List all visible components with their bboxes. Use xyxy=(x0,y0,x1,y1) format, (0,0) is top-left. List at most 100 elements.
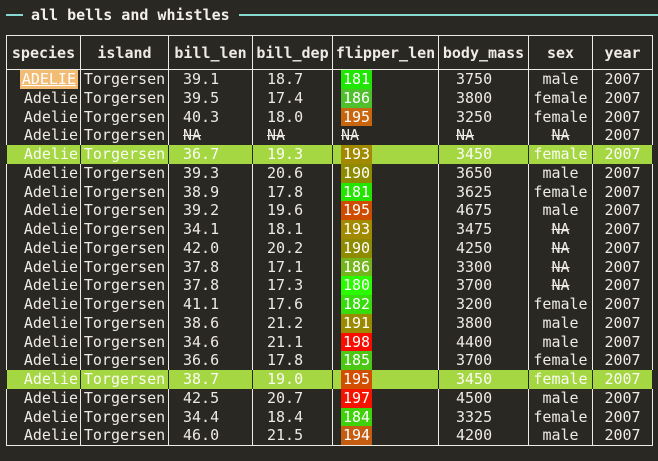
cell-value: 39.2 xyxy=(183,201,220,220)
flipper-len-color-chip: 195 xyxy=(341,370,373,389)
data-table: species island bill_len bill_dep flipper… xyxy=(6,35,653,446)
cell-year: 2007 xyxy=(592,126,653,145)
cell-value: Adelie xyxy=(23,388,78,407)
table-row: Adelie Torgersen 39.5 17.4 186 3800 female 2007 xyxy=(6,88,653,108)
cell-species: Adelie xyxy=(6,88,81,108)
cell-island: Torgersen xyxy=(80,126,169,145)
flipper-len-color-chip: 181 xyxy=(341,70,373,89)
flipper-len-color-chip: 181 xyxy=(341,182,373,202)
cell-island: Torgersen xyxy=(80,220,169,239)
cell-value: 39.3 xyxy=(183,163,220,182)
cell-value: Adelie xyxy=(23,238,78,257)
cell-value: female xyxy=(533,295,588,313)
cell-value: 20.7 xyxy=(267,388,304,407)
cell-bill-dep: 17.8 xyxy=(252,351,333,370)
cell-value: 18.7 xyxy=(267,70,304,88)
cell-value: 3450 xyxy=(456,370,493,388)
cell-species: Adelie xyxy=(6,201,81,220)
cell-value: Torgersen xyxy=(83,182,166,201)
cell-value: 2007 xyxy=(604,182,641,201)
cell-species: Adelie xyxy=(6,388,81,408)
cell-value: 19.3 xyxy=(267,145,304,163)
cell-value: Adelie xyxy=(23,145,78,163)
cell-value: NA xyxy=(551,257,570,276)
table-row: Adelie Torgersen 37.8 17.1 186 3300 NA 2007 xyxy=(6,257,653,277)
flipper-len-color-chip: 180 xyxy=(341,276,373,295)
cell-value: 34.1 xyxy=(183,220,220,238)
cell-value: 2007 xyxy=(604,426,641,445)
cell-value: 21.1 xyxy=(267,332,304,351)
title-rule-left xyxy=(6,14,23,16)
cell-bill-dep: 19.0 xyxy=(252,370,333,389)
cell-bill-len: 37.8 xyxy=(168,276,253,295)
cell-value: Adelie xyxy=(23,88,78,107)
cell-flipper-len: 193 xyxy=(332,145,439,164)
table-row: Adelie Torgersen 41.1 17.6 182 3200 female 2007 xyxy=(6,295,653,314)
table-row: Adelie Torgersen 42.0 20.2 190 4250 NA 2007 xyxy=(6,238,653,258)
cell-value: 37.8 xyxy=(183,257,220,276)
cell-value: 18.1 xyxy=(267,220,304,238)
cell-value: 37.8 xyxy=(183,276,220,295)
column-header-sex: sex xyxy=(528,35,593,70)
cell-value: 2007 xyxy=(604,388,641,407)
column-header-species: species xyxy=(6,35,81,70)
cell-bill-len: 39.1 xyxy=(168,69,253,89)
cell-value: 34.6 xyxy=(183,332,220,351)
cell-flipper-len: 197 xyxy=(332,388,439,408)
panel-title-bar: all bells and whistles xyxy=(6,6,658,24)
cell-value: Torgersen xyxy=(83,201,166,220)
cell-body-mass: 3200 xyxy=(438,295,529,314)
cell-value: Adelie xyxy=(23,182,78,201)
cell-value: 19.0 xyxy=(267,370,304,388)
cell-value: Adelie xyxy=(23,313,78,332)
cell-year: 2007 xyxy=(592,257,653,277)
table-row: Adelie Torgersen 39.2 19.6 195 4675 male 2007 xyxy=(6,201,653,220)
cell-value: female xyxy=(533,145,588,163)
cell-value: 17.3 xyxy=(267,276,304,295)
cell-value: 21.2 xyxy=(267,313,304,332)
cell-species: Adelie xyxy=(6,313,81,333)
table-body: ADELIE Torgersen 39.1 18.7 181 3750 male 2007 Ad… xyxy=(6,69,653,446)
cell-value: Torgersen xyxy=(83,351,166,370)
cell-year: 2007 xyxy=(592,163,653,183)
cell-value: 17.4 xyxy=(267,88,304,107)
table-row: Adelie Torgersen NA NA NA NA NA 2007 xyxy=(6,126,653,145)
cell-value: 18.4 xyxy=(267,407,304,426)
cell-body-mass: 3250 xyxy=(438,107,529,127)
cell-island: Torgersen xyxy=(80,69,169,89)
cell-value: male xyxy=(542,201,579,220)
flipper-len-color-chip: 185 xyxy=(341,351,373,370)
cell-value: Torgersen xyxy=(83,388,166,407)
cell-sex: NA xyxy=(528,276,593,295)
table-row: ADELIE Torgersen 39.1 18.7 181 3750 male 2007 xyxy=(6,69,653,89)
cell-year: 2007 xyxy=(592,370,653,389)
table-row: Adelie Torgersen 37.8 17.3 180 3700 NA 2007 xyxy=(6,276,653,295)
cell-species: Adelie xyxy=(6,351,81,370)
column-header-island: island xyxy=(80,35,169,70)
cell-value: 17.8 xyxy=(267,351,304,370)
cell-island: Torgersen xyxy=(80,313,169,333)
cell-island: Torgersen xyxy=(80,351,169,370)
table-row: Adelie Torgersen 38.6 21.2 191 3800 male 2007 xyxy=(6,313,653,333)
cell-bill-len: 38.6 xyxy=(168,313,253,333)
cell-value: Adelie xyxy=(23,276,78,295)
cell-bill-dep: 21.1 xyxy=(252,332,333,352)
cell-sex: female xyxy=(528,145,593,164)
cell-species: Adelie xyxy=(6,407,81,427)
flipper-len-color-chip: 193 xyxy=(341,220,373,239)
cell-value: 2007 xyxy=(604,257,641,276)
cell-value: Torgersen xyxy=(83,257,166,276)
cell-value: Torgersen xyxy=(83,88,166,107)
cell-bill-len: 42.0 xyxy=(168,238,253,258)
cell-value: 42.0 xyxy=(183,238,220,257)
cell-value: 4500 xyxy=(456,388,493,407)
cell-year: 2007 xyxy=(592,107,653,127)
cell-sex: male xyxy=(528,313,593,333)
cell-value: Adelie xyxy=(23,126,78,145)
cell-species: Adelie xyxy=(6,220,81,239)
cell-body-mass: 4500 xyxy=(438,388,529,408)
cell-value: Adelie xyxy=(23,407,78,426)
cell-value: male xyxy=(542,163,579,182)
cell-body-mass: 4250 xyxy=(438,238,529,258)
